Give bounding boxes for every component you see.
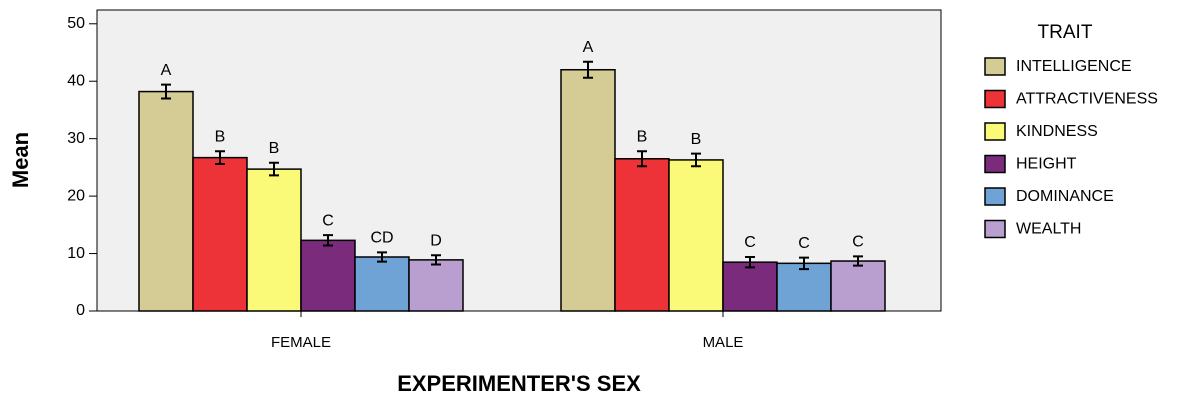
legend-label: DOMINANCE	[1016, 188, 1114, 205]
bar	[776, 262, 832, 312]
error-bar	[323, 234, 333, 247]
bar	[192, 156, 248, 312]
legend-swatch	[984, 154, 1006, 174]
bar-annotation: CD	[370, 230, 393, 247]
error-bar	[215, 150, 225, 165]
legend-swatch	[984, 122, 1006, 141]
y-tick-label: 50	[67, 15, 85, 32]
bar-annotation: B	[691, 131, 702, 148]
error-bar	[431, 254, 441, 266]
error-bar	[269, 161, 279, 177]
x-axis-label: EXPERIMENTER'S SEX	[397, 371, 641, 396]
y-tick-label: 10	[67, 245, 85, 262]
y-tick-label: 0	[76, 302, 85, 319]
legend-swatch	[984, 57, 1006, 76]
bar	[722, 261, 778, 312]
y-axis-label: Mean	[8, 132, 33, 188]
error-bar	[745, 256, 755, 269]
bar	[668, 159, 724, 312]
x-tick-label: FEMALE	[271, 334, 331, 351]
error-bar	[799, 256, 809, 271]
bar-annotation: A	[161, 62, 172, 79]
bar	[408, 259, 464, 312]
x-tick-label: MALE	[703, 334, 744, 351]
bar-annotation: D	[430, 232, 442, 249]
legend-label: KINDNESS	[1016, 123, 1098, 140]
y-tick-label: 30	[67, 130, 85, 147]
bar-annotation: C	[322, 212, 334, 229]
y-tick-label: 40	[67, 72, 85, 89]
legend-label: HEIGHT	[1016, 156, 1077, 173]
y-tick-label: 20	[67, 187, 85, 204]
error-bar	[637, 150, 647, 168]
bar-annotation: C	[798, 235, 810, 252]
error-bar	[377, 251, 387, 263]
bar-annotation: B	[215, 129, 226, 146]
bar	[138, 90, 194, 312]
bar	[300, 239, 356, 312]
error-bar	[583, 60, 593, 79]
legend-swatch	[984, 89, 1006, 109]
error-bar	[691, 152, 701, 168]
legend-label: ATTRACTIVENESS	[1016, 91, 1158, 108]
error-bar	[853, 255, 863, 267]
legend-swatch	[984, 187, 1006, 206]
bar	[614, 158, 670, 312]
error-bar	[161, 83, 171, 100]
legend-swatch	[984, 219, 1006, 239]
legend-label: WEALTH	[1016, 221, 1081, 238]
bar-annotation: C	[852, 234, 864, 251]
legend-label: INTELLIGENCE	[1016, 58, 1132, 75]
bar-annotation: A	[583, 39, 594, 56]
bar	[354, 256, 410, 312]
bar	[246, 168, 302, 312]
bar-annotation: B	[637, 129, 648, 146]
legend-title: TRAIT	[1038, 22, 1093, 43]
bar-annotation: B	[269, 140, 280, 157]
bar-annotation: C	[744, 234, 756, 251]
bar	[830, 260, 886, 312]
bar	[560, 68, 616, 312]
